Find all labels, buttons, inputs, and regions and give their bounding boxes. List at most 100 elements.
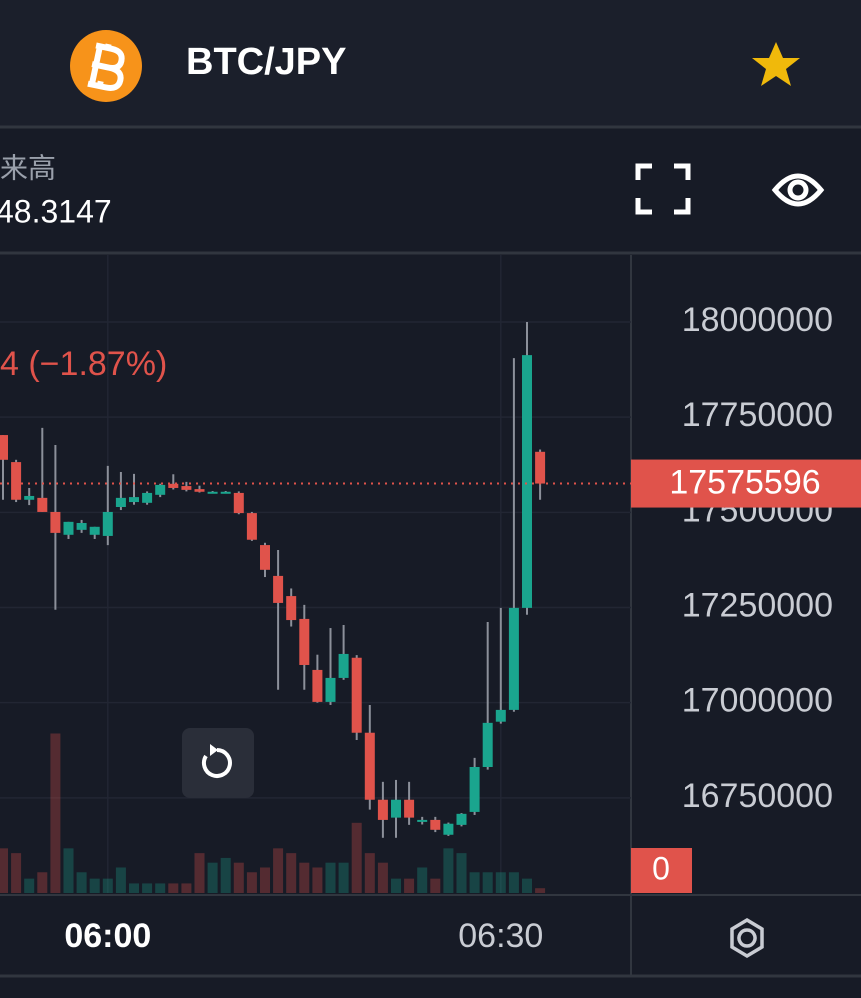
- volume-bar: [325, 862, 336, 893]
- volume-bar: [63, 848, 74, 893]
- last-price-box: [631, 459, 861, 508]
- candle-body: [364, 732, 375, 800]
- candle-body: [194, 489, 205, 492]
- top-bar: [0, 0, 861, 127]
- candle-body: [37, 497, 48, 512]
- volume-bar: [194, 853, 205, 893]
- volume-bar: [37, 872, 48, 893]
- candle-body: [377, 799, 388, 820]
- candle-body: [325, 677, 336, 702]
- candle-body: [246, 513, 257, 540]
- candle-body: [168, 483, 179, 488]
- candle-body: [115, 497, 126, 508]
- candle-body: [391, 799, 401, 818]
- volume-bar: [430, 878, 441, 893]
- volume-bar: [404, 878, 415, 893]
- candle-body: [63, 521, 74, 535]
- volume-bar: [522, 878, 532, 893]
- volume-bar: [76, 872, 87, 893]
- candle-body: [522, 355, 532, 608]
- candle-body: [299, 618, 310, 665]
- candle-body: [443, 823, 454, 835]
- volume-bar: [0, 848, 8, 893]
- volume-bar: [273, 848, 284, 893]
- candle-body: [0, 435, 8, 460]
- candle-body: [286, 596, 297, 621]
- y-tick-label: 17000000: [682, 682, 833, 720]
- volume-bar: [299, 862, 310, 893]
- volume-bar: [443, 848, 454, 893]
- candle-body: [338, 653, 349, 678]
- volume-bar: [155, 883, 166, 893]
- candle-body: [181, 486, 192, 490]
- plot: 1675000017000000172500001750000017750000…: [0, 255, 833, 955]
- candle-body: [129, 497, 139, 503]
- volume-bar: [89, 878, 100, 893]
- volume-bar: [351, 822, 362, 893]
- settings-button[interactable]: [730, 917, 764, 959]
- candle-body: [102, 511, 113, 536]
- change-label: 4 (−1.87%): [0, 345, 167, 383]
- volume-bar: [338, 862, 349, 893]
- volume-bar: [391, 878, 401, 893]
- volume-bar: [129, 883, 139, 893]
- candle-body: [508, 607, 519, 710]
- volume-bar: [364, 853, 375, 893]
- y-tick-label: 16750000: [682, 777, 833, 815]
- candle-body: [404, 799, 415, 818]
- volume-value: 48.3147: [0, 193, 112, 229]
- candle-body: [535, 451, 546, 484]
- volume-label: 来高: [0, 152, 56, 183]
- volume-tick-label: 0: [652, 850, 670, 886]
- x-tick-label: 06:30: [458, 917, 543, 955]
- volume-bar: [417, 867, 428, 893]
- candle-body: [207, 491, 218, 494]
- volume-bar: [220, 857, 231, 893]
- volume-bar: [102, 878, 113, 893]
- candle-body: [260, 545, 270, 570]
- volume-bar: [469, 872, 480, 893]
- volume-bar: [260, 867, 270, 893]
- candle-body: [89, 526, 100, 535]
- candle-body: [155, 484, 166, 495]
- x-tick-label: 06:00: [64, 917, 151, 955]
- volume-bar: [482, 872, 493, 893]
- candle-body: [24, 495, 35, 500]
- coin-icon: [70, 30, 142, 102]
- pair-title: BTC/JPY: [186, 41, 346, 83]
- candle-body: [469, 766, 480, 812]
- volume-bar: [50, 733, 61, 893]
- candle-body: [430, 819, 441, 830]
- candle-body: [50, 511, 61, 533]
- candle-body: [220, 491, 231, 494]
- volume-bar: [207, 862, 218, 893]
- volume-bar: [508, 872, 519, 893]
- candle-body: [351, 657, 362, 733]
- volume-bar: [495, 872, 506, 893]
- candle-body: [11, 462, 22, 500]
- candle-body: [76, 522, 87, 530]
- volume-bar: [11, 853, 22, 893]
- candle-body: [312, 669, 323, 702]
- volume-bar: [246, 872, 257, 893]
- reset-button[interactable]: [182, 728, 254, 798]
- volume-bar: [312, 867, 323, 893]
- fullscreen-button[interactable]: [635, 163, 691, 215]
- candle-body: [233, 492, 244, 514]
- volume-bar: [377, 862, 388, 893]
- y-tick-label: 18000000: [682, 301, 833, 339]
- favorite-star[interactable]: [752, 42, 800, 86]
- volume-bar: [456, 853, 467, 893]
- volume-bar: [142, 883, 153, 893]
- volume-bar: [286, 853, 297, 893]
- visibility-button[interactable]: [771, 173, 825, 207]
- candle-body: [142, 492, 153, 503]
- volume-bar: [115, 867, 126, 893]
- volume-tick-box: [631, 848, 692, 893]
- volume-bar: [535, 888, 546, 893]
- candle-body: [273, 575, 284, 603]
- candle-body: [456, 813, 467, 825]
- volume-bar: [233, 862, 244, 893]
